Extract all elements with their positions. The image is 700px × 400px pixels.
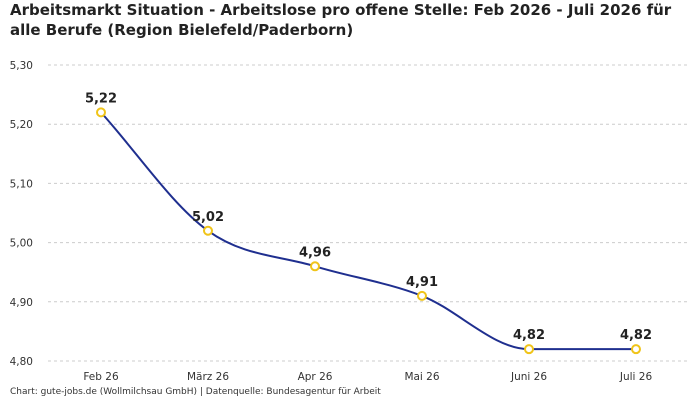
x-tick-label: Mai 26 xyxy=(404,371,439,383)
data-points xyxy=(96,107,641,355)
data-label: 4,91 xyxy=(406,275,438,290)
x-tick-label: März 26 xyxy=(187,371,229,383)
data-label: 5,22 xyxy=(85,91,117,106)
y-tick-label: 5,30 xyxy=(10,60,33,72)
y-tick-label: 4,80 xyxy=(10,356,33,368)
source-footer: Chart: gute-jobs.de (Wollmilchsau GmbH) … xyxy=(10,387,381,397)
data-point[interactable] xyxy=(524,344,534,355)
data-label: 4,82 xyxy=(620,328,652,343)
y-tick-label: 4,90 xyxy=(10,297,33,309)
series-line xyxy=(100,111,636,351)
data-label: 4,96 xyxy=(299,245,331,260)
x-tick-label: Juli 26 xyxy=(619,371,653,383)
data-point[interactable] xyxy=(96,107,106,118)
y-axis-ticks: 4,80 4,90 5,00 5,10 5,20 5,30 xyxy=(10,60,33,368)
y-tick-label: 5,00 xyxy=(10,238,33,250)
y-tick-label: 5,20 xyxy=(10,119,33,131)
chart-title: Arbeitsmarkt Situation - Arbeitslose pro… xyxy=(10,1,672,39)
y-tick-label: 5,10 xyxy=(10,178,33,190)
grid-lines xyxy=(48,64,690,362)
x-tick-label: Apr 26 xyxy=(298,371,333,383)
data-point[interactable] xyxy=(203,225,213,236)
data-point[interactable] xyxy=(310,261,320,272)
data-label: 4,82 xyxy=(513,328,545,343)
data-labels: 5,22 5,02 4,96 4,91 4,82 4,82 xyxy=(85,91,652,343)
data-point[interactable] xyxy=(417,290,427,301)
x-axis-ticks: Feb 26 März 26 Apr 26 Mai 26 Juni 26 Juli 26 xyxy=(83,371,652,383)
data-label: 5,02 xyxy=(192,210,224,225)
x-tick-label: Feb 26 xyxy=(83,371,119,383)
x-tick-label: Juni 26 xyxy=(510,371,547,383)
data-point[interactable] xyxy=(631,344,641,355)
